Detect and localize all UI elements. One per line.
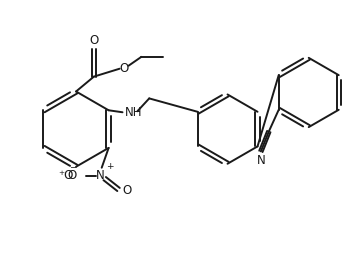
Text: ⁺O: ⁺O xyxy=(59,169,74,182)
Text: O: O xyxy=(89,34,98,47)
Text: NH: NH xyxy=(125,106,142,119)
Text: O: O xyxy=(122,184,132,197)
Text: +: + xyxy=(106,162,113,171)
Text: O: O xyxy=(68,169,77,182)
Text: O: O xyxy=(119,62,128,75)
Text: N: N xyxy=(257,154,265,167)
Text: −: − xyxy=(70,163,77,172)
Text: N: N xyxy=(96,169,105,182)
